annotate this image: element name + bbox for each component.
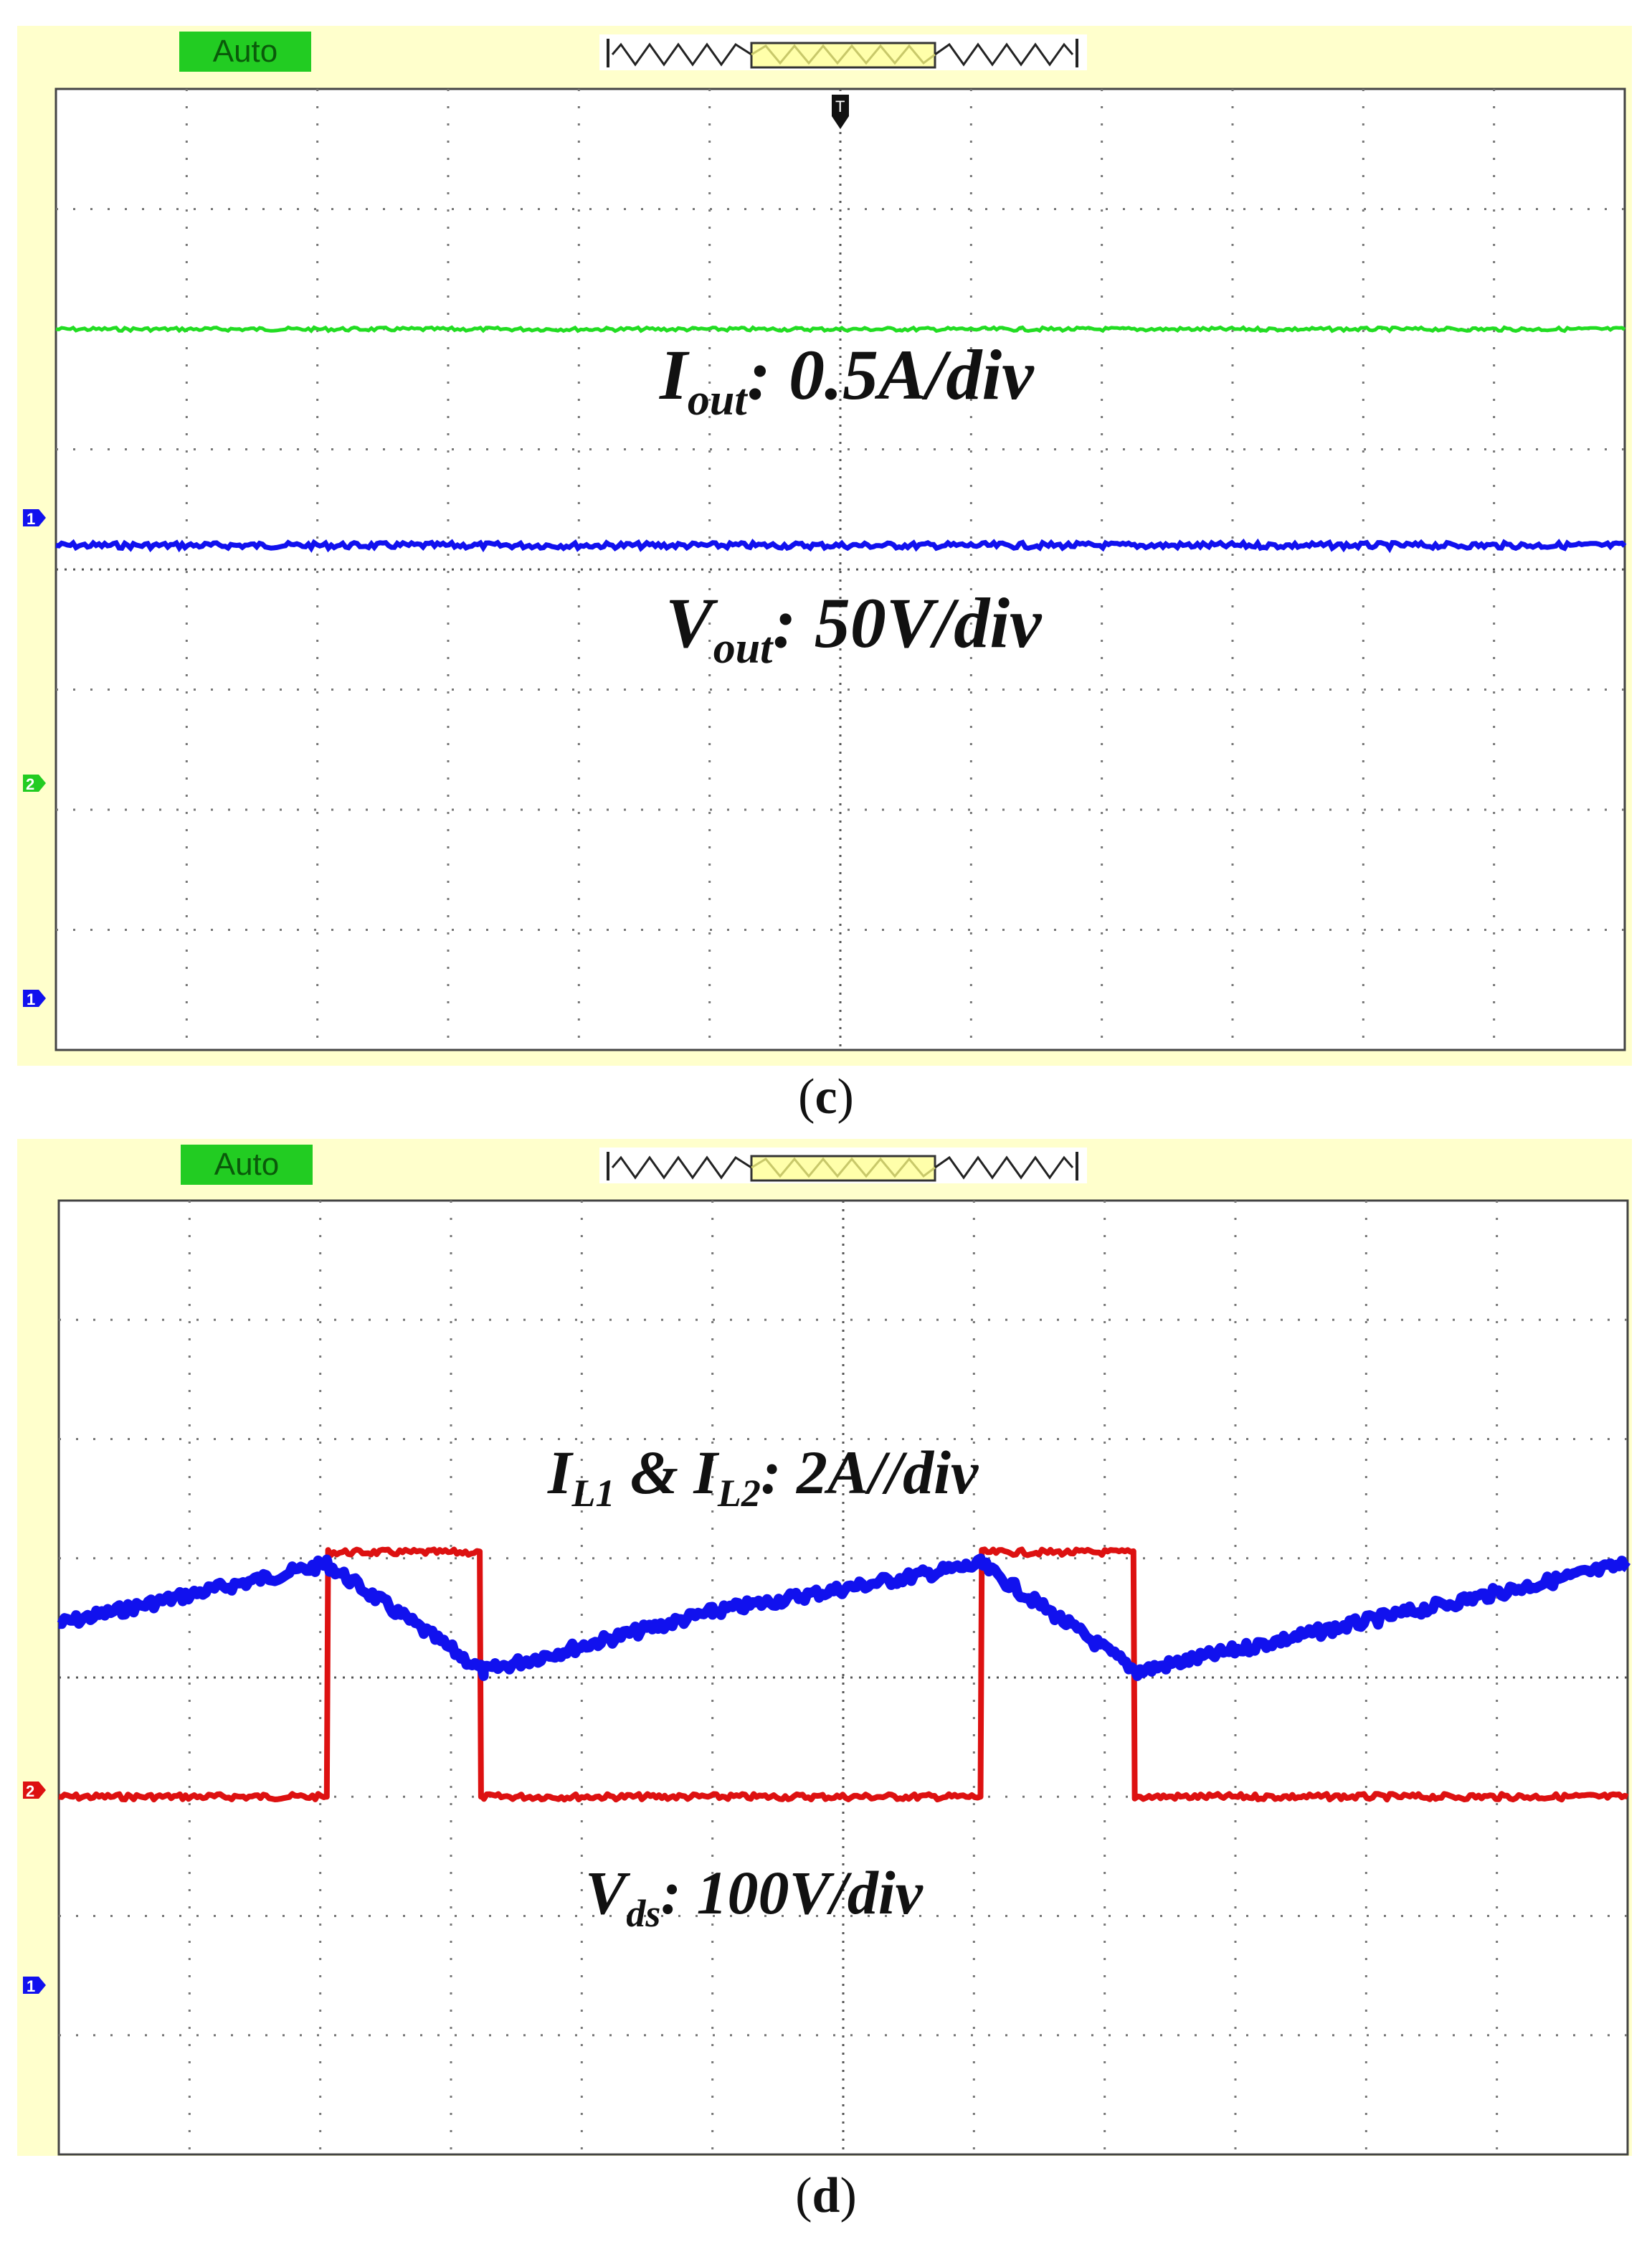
vds-scale-label: Vds: 100V/div <box>585 1858 924 1935</box>
iout-scale-label: Iout: 0.5A/div <box>659 335 1035 425</box>
channel-marker-2: 2 <box>23 775 46 793</box>
svg-text:1: 1 <box>27 990 35 1008</box>
caption-d: (d) <box>795 2168 857 2223</box>
svg-text:T: T <box>835 98 845 115</box>
svg-text:1: 1 <box>27 1977 35 1995</box>
channel-marker-2: 2 <box>23 1782 46 1800</box>
channel-marker-1-bottom: 1 <box>23 990 46 1008</box>
vout-scale-label: Vout: 50V/div <box>665 583 1043 673</box>
channel-marker-1-top: 1 <box>23 509 46 528</box>
scope-screen-d: 2 1 IL1 & IL2: 2A//div Vds: 100V/div <box>23 1199 1631 2156</box>
channel-marker-1: 1 <box>23 1977 46 1995</box>
il-scale-label: IL1 & IL2: 2A//div <box>547 1438 979 1515</box>
svg-text:2: 2 <box>26 1782 34 1800</box>
timebase-indicator <box>599 1148 1087 1183</box>
trigger-mode-badge: Auto <box>181 1145 313 1185</box>
timebase-indicator <box>599 34 1087 70</box>
caption-c: (c) <box>798 1069 854 1125</box>
scope-panel-c: Auto T 1 2 1 Iout: 0.5A/div Vout: <box>17 26 1632 1066</box>
trace-vout <box>55 538 1627 554</box>
scope-screen-c: T 1 2 1 Iout: 0.5A/div Vout: 50V/div <box>23 87 1627 1051</box>
trace-iout <box>55 325 1626 334</box>
grid-lines <box>59 1201 1628 2154</box>
svg-text:1: 1 <box>27 510 35 528</box>
trigger-marker: T <box>832 95 849 129</box>
svg-text:2: 2 <box>26 775 34 793</box>
trigger-mode-badge: Auto <box>179 32 311 72</box>
grid-lines <box>56 89 1625 1050</box>
trace-vds <box>58 1546 1629 1803</box>
trace-inductor-currents <box>57 1553 1631 1681</box>
scope-panel-d: Auto 2 1 IL1 & IL2: 2A//div Vds: 100V/di… <box>17 1139 1632 2156</box>
